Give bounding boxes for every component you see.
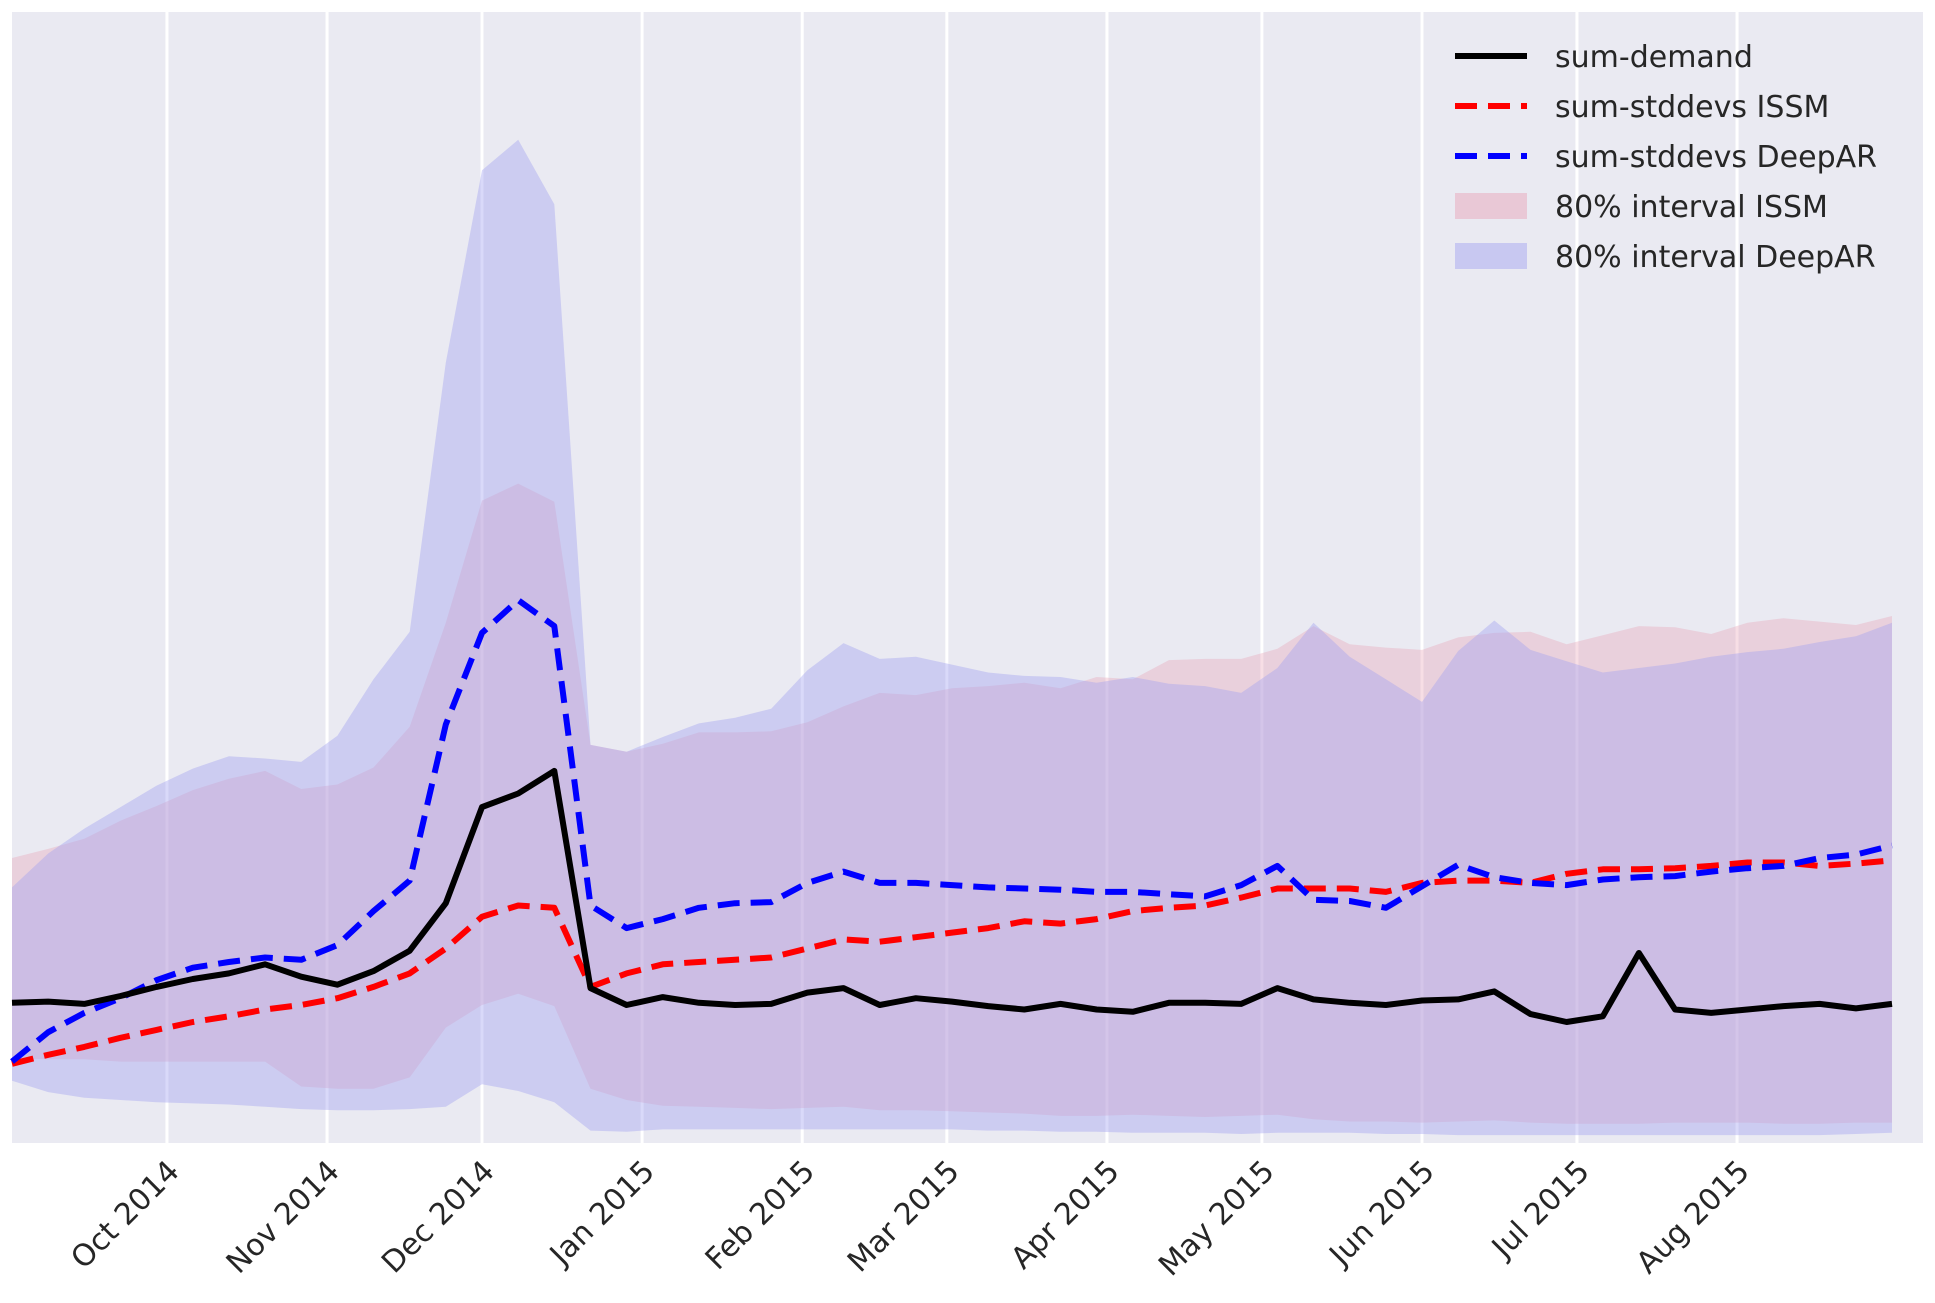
x-tick-label: Jun 2015 bbox=[1322, 1154, 1442, 1274]
x-tick-label: Jul 2015 bbox=[1484, 1154, 1596, 1266]
x-tick-label: Nov 2014 bbox=[220, 1154, 347, 1281]
grid-lines bbox=[165, 12, 1739, 1143]
x-tick-label: Aug 2015 bbox=[1630, 1154, 1757, 1281]
series-line-sum-demand bbox=[11, 767, 1893, 1025]
plot-background bbox=[12, 12, 1923, 1143]
legend-label: sum-demand bbox=[1555, 40, 1753, 75]
x-tick-label: Feb 2015 bbox=[699, 1154, 822, 1277]
x-tick-label: Apr 2015 bbox=[1004, 1154, 1126, 1276]
legend: sum-demand sum-stddevs ISSM sum-stddevs De… bbox=[1455, 40, 1877, 275]
series-line-sum-stddevs-deepar bbox=[10, 597, 1893, 1064]
x-tick-label: May 2015 bbox=[1152, 1154, 1281, 1283]
legend-label: sum-stddevs DeepAR bbox=[1555, 140, 1877, 175]
legend-label: 80% interval DeepAR bbox=[1555, 240, 1876, 275]
series-lines bbox=[10, 597, 1893, 1067]
legend-label: sum-stddevs ISSM bbox=[1555, 90, 1829, 125]
x-tick-labels: Oct 2014 Nov 2014 Dec 2014 Jan 2015 Feb 2015… bbox=[64, 1154, 1756, 1283]
x-tick-label: Mar 2015 bbox=[841, 1154, 967, 1280]
x-tick-label: Oct 2014 bbox=[64, 1154, 186, 1276]
x-tick-label: Jan 2015 bbox=[542, 1154, 662, 1274]
legend-swatch bbox=[1455, 193, 1527, 219]
x-tick-label: Dec 2014 bbox=[375, 1154, 502, 1281]
legend-swatch bbox=[1455, 243, 1527, 269]
legend-label: 80% interval ISSM bbox=[1555, 190, 1828, 225]
band-issm bbox=[12, 483, 1892, 1124]
series-line-sum-stddevs-issm bbox=[11, 857, 1893, 1067]
